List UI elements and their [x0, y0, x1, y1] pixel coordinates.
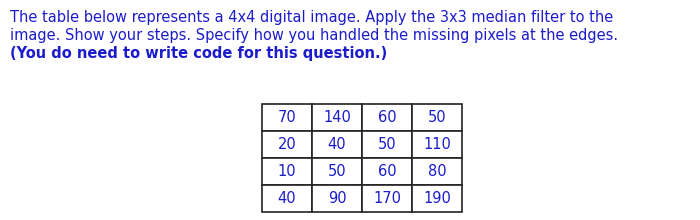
Bar [262, 131, 312, 158]
Text: 110: 110 [423, 137, 451, 152]
Bar [412, 158, 462, 185]
Bar [412, 131, 462, 158]
Bar [412, 104, 462, 131]
Text: 40: 40 [278, 191, 296, 206]
Bar [312, 104, 362, 131]
Text: The table below represents a 4x4 digital image. Apply the 3x3 median filter to t: The table below represents a 4x4 digital… [10, 10, 613, 25]
Text: 60: 60 [378, 110, 396, 125]
Text: 170: 170 [373, 191, 401, 206]
Text: 40: 40 [328, 137, 346, 152]
Text: 90: 90 [328, 191, 346, 206]
Text: image. Show your steps. Specify how you handled the missing pixels at the edges.: image. Show your steps. Specify how you … [10, 28, 618, 43]
Text: 60: 60 [378, 164, 396, 179]
Bar [362, 158, 412, 185]
Bar [312, 185, 362, 212]
Bar [362, 104, 412, 131]
Bar [312, 131, 362, 158]
Bar [362, 131, 412, 158]
Bar [362, 185, 412, 212]
Text: (You do need to write code for this question.): (You do need to write code for this ques… [10, 46, 387, 61]
Text: 50: 50 [428, 110, 447, 125]
Text: 20: 20 [278, 137, 296, 152]
Text: 10: 10 [278, 164, 296, 179]
Text: 140: 140 [323, 110, 351, 125]
Text: 50: 50 [328, 164, 346, 179]
Text: 50: 50 [378, 137, 396, 152]
Bar [262, 185, 312, 212]
Bar [412, 185, 462, 212]
Bar [312, 158, 362, 185]
Text: 80: 80 [428, 164, 447, 179]
Bar [262, 104, 312, 131]
Bar [262, 158, 312, 185]
Text: 190: 190 [423, 191, 451, 206]
Text: 70: 70 [278, 110, 296, 125]
